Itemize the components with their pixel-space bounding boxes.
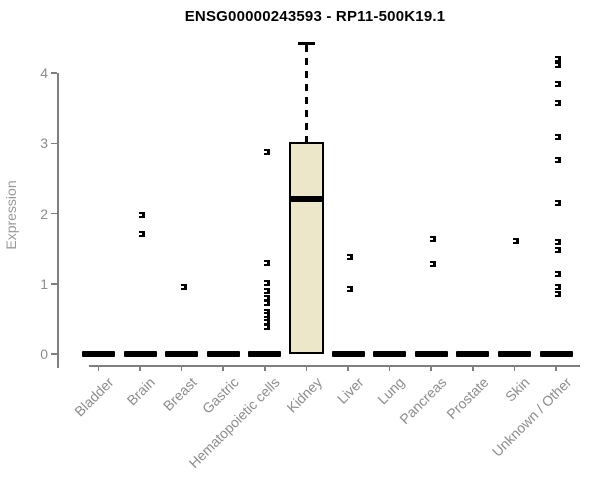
median-line-zero xyxy=(248,351,282,357)
outlier-point xyxy=(430,236,437,243)
x-tick-label-bladder: Bladder xyxy=(71,374,117,420)
outlier-point xyxy=(263,287,270,294)
outlier-point xyxy=(263,315,270,322)
outlier-point xyxy=(555,291,561,298)
y-tick-mark xyxy=(51,212,57,215)
x-tick-label-liver: Liver xyxy=(333,374,367,407)
outlier-point xyxy=(347,254,353,261)
outlier-point xyxy=(555,80,561,87)
x-tick-mark xyxy=(430,365,432,371)
outlier-point xyxy=(430,261,437,268)
outlier-point xyxy=(513,237,520,244)
y-tick-mark xyxy=(51,353,57,355)
x-tick-label-breast: Breast xyxy=(159,374,200,414)
outlier-point xyxy=(555,199,561,206)
box-kidney xyxy=(288,141,324,354)
x-tick-mark xyxy=(305,365,308,371)
y-tick-label: 1 xyxy=(40,275,48,292)
x-tick-mark xyxy=(180,365,183,371)
outlier-point xyxy=(263,319,270,326)
upper-whisker-cap xyxy=(297,41,315,45)
outlier-point xyxy=(263,312,270,319)
outlier-point xyxy=(555,157,561,164)
median-line-zero xyxy=(81,351,115,357)
outlier-point xyxy=(263,299,270,306)
x-tick-mark xyxy=(472,365,474,371)
y-tick-label: 0 xyxy=(40,346,48,362)
x-tick-label-unknown-other: Unknown / Other xyxy=(488,374,575,460)
outlier-point xyxy=(555,270,561,277)
outlier-point xyxy=(555,133,561,140)
y-tick-label: 2 xyxy=(40,205,48,222)
median-line-zero xyxy=(123,351,157,357)
y-tick-mark xyxy=(51,283,57,285)
y-axis-line xyxy=(57,73,59,368)
outlier-point xyxy=(263,294,270,301)
x-tick-mark xyxy=(139,365,141,371)
median-line-zero xyxy=(165,351,199,357)
outlier-point xyxy=(555,55,561,62)
outlier-point xyxy=(263,308,270,315)
y-tick-label: 4 xyxy=(40,65,48,81)
median-line-zero xyxy=(414,351,448,357)
outlier-point xyxy=(139,230,145,237)
outlier-point xyxy=(263,259,270,266)
outlier-point xyxy=(555,239,561,246)
y-tick-mark xyxy=(51,72,57,74)
x-tick-mark xyxy=(555,365,557,371)
median-line-zero xyxy=(497,351,531,357)
outlier-point xyxy=(555,99,561,106)
median-line-zero xyxy=(539,351,573,357)
x-tick-mark xyxy=(388,365,391,371)
x-tick-mark xyxy=(97,365,100,371)
y-tick-mark xyxy=(51,142,57,144)
upper-whisker xyxy=(304,44,308,142)
median-line-zero xyxy=(331,351,365,357)
outlier-point xyxy=(263,324,270,331)
x-tick-mark xyxy=(347,365,349,371)
median-line-zero xyxy=(456,351,490,357)
y-tick-label: 3 xyxy=(40,135,48,152)
y-axis-label: Expression xyxy=(3,180,19,250)
outlier-point xyxy=(347,286,353,293)
outlier-point xyxy=(139,211,145,218)
median-line xyxy=(290,195,322,202)
outlier-point xyxy=(555,247,561,254)
x-tick-label-lung: Lung xyxy=(374,374,408,408)
median-line-zero xyxy=(206,351,240,357)
chart-title: ENSG00000243593 - RP11-500K19.1 xyxy=(184,8,446,25)
outlier-point xyxy=(263,280,270,287)
x-tick-mark xyxy=(264,365,266,371)
outlier-point xyxy=(555,61,561,68)
x-tick-mark xyxy=(222,365,224,371)
x-tick-label-skin: Skin xyxy=(502,374,533,405)
outlier-point xyxy=(555,284,561,291)
x-tick-label-brain: Brain xyxy=(123,374,159,409)
x-axis-line xyxy=(89,365,580,367)
outlier-point xyxy=(180,284,187,291)
x-tick-label-prostate: Prostate xyxy=(442,374,492,423)
median-line-zero xyxy=(373,351,407,357)
outlier-point xyxy=(263,148,270,155)
x-tick-mark xyxy=(513,365,516,371)
x-tick-label-kidney: Kidney xyxy=(283,374,325,416)
